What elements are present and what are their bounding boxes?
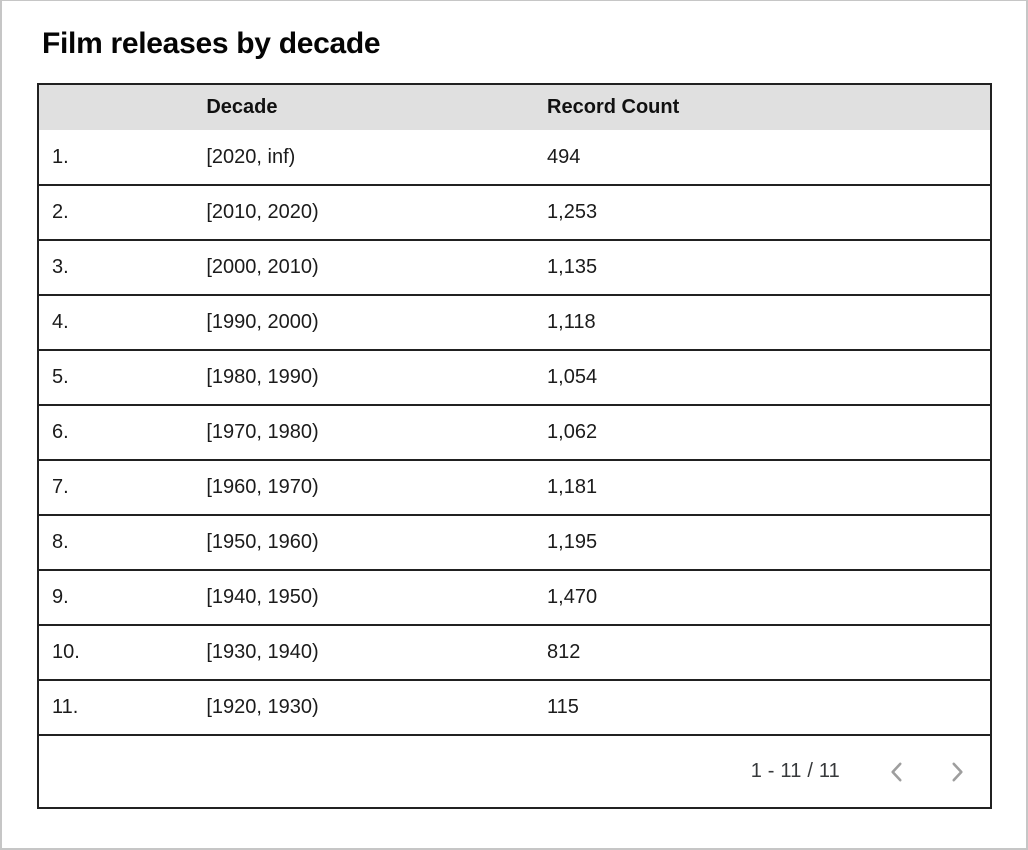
row-index-cell: 5.: [38, 349, 207, 405]
record-count-cell: 1,118: [547, 294, 991, 350]
row-index-cell: 11.: [38, 679, 207, 735]
column-header-decade[interactable]: Decade: [206, 84, 548, 130]
decade-cell: [1970, 1980): [206, 404, 548, 460]
table-footer: 1 - 11 / 11: [38, 734, 991, 808]
header-row: Decade Record Count: [38, 84, 991, 130]
row-index-cell: 9.: [38, 569, 207, 625]
decade-cell: [1990, 2000): [206, 294, 548, 350]
table-body: 1. [2020, inf) 494 2. [2010, 2020) 1,253…: [38, 130, 991, 735]
chevron-right-icon: [944, 759, 970, 785]
record-count-cell: 1,470: [547, 569, 991, 625]
row-index-cell: 7.: [38, 459, 207, 515]
table-row: 6. [1970, 1980) 1,062: [38, 404, 991, 460]
record-count-cell: 1,253: [547, 184, 991, 240]
table-row: 4. [1990, 2000) 1,118: [38, 294, 991, 350]
decade-cell: [1960, 1970): [206, 459, 548, 515]
row-index-cell: 4.: [38, 294, 207, 350]
row-index-cell: 1.: [38, 130, 207, 185]
table-row: 8. [1950, 1960) 1,195: [38, 514, 991, 570]
data-table: Decade Record Count 1. [2020, inf) 494 2…: [37, 83, 992, 809]
record-count-cell: 1,195: [547, 514, 991, 570]
row-index-cell: 2.: [38, 184, 207, 240]
chevron-left-icon: [884, 759, 910, 785]
pagination-bar: 1 - 11 / 11: [39, 736, 990, 807]
decade-cell: [1930, 1940): [206, 624, 548, 680]
next-page-button[interactable]: [935, 750, 979, 794]
row-index-cell: 3.: [38, 239, 207, 295]
decade-cell: [1950, 1960): [206, 514, 548, 570]
decade-cell: [2020, inf): [206, 130, 548, 185]
table-row: 10. [1930, 1940) 812: [38, 624, 991, 680]
table-row: 11. [1920, 1930) 115: [38, 679, 991, 735]
table-row: 1. [2020, inf) 494: [38, 130, 991, 185]
column-header-record-count[interactable]: Record Count: [547, 84, 991, 130]
table-row: 7. [1960, 1970) 1,181: [38, 459, 991, 515]
record-count-cell: 1,054: [547, 349, 991, 405]
chart-title: Film releases by decade: [42, 27, 381, 60]
footer-row: 1 - 11 / 11: [38, 734, 991, 808]
record-count-cell: 1,062: [547, 404, 991, 460]
record-count-cell: 1,181: [547, 459, 991, 515]
row-index-cell: 6.: [38, 404, 207, 460]
table-row: 2. [2010, 2020) 1,253: [38, 184, 991, 240]
record-count-cell: 1,135: [547, 239, 991, 295]
record-count-cell: 494: [547, 130, 991, 185]
decade-cell: [1940, 1950): [206, 569, 548, 625]
decade-cell: [2000, 2010): [206, 239, 548, 295]
row-index-cell: 10.: [38, 624, 207, 680]
record-count-cell: 115: [547, 679, 991, 735]
record-count-cell: 812: [547, 624, 991, 680]
pagination-label: 1 - 11 / 11: [750, 760, 840, 782]
table-row: 9. [1940, 1950) 1,470: [38, 569, 991, 625]
table-header: Decade Record Count: [38, 84, 991, 130]
row-index-cell: 8.: [38, 514, 207, 570]
decade-cell: [1980, 1990): [206, 349, 548, 405]
decade-cell: [1920, 1930): [206, 679, 548, 735]
table-row: 5. [1980, 1990) 1,054: [38, 349, 991, 405]
decade-cell: [2010, 2020): [206, 184, 548, 240]
prev-page-button[interactable]: [875, 750, 919, 794]
column-header-index: [38, 84, 207, 130]
table-row: 3. [2000, 2010) 1,135: [38, 239, 991, 295]
